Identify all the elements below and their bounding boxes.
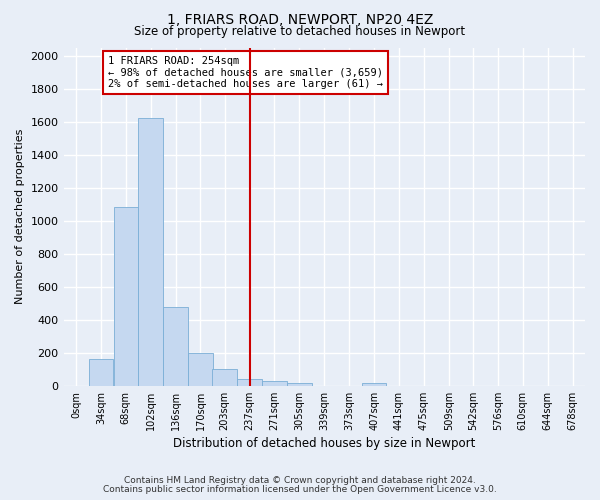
Bar bbox=[163, 306, 188, 386]
Text: Size of property relative to detached houses in Newport: Size of property relative to detached ho… bbox=[134, 25, 466, 38]
X-axis label: Distribution of detached houses by size in Newport: Distribution of detached houses by size … bbox=[173, 437, 475, 450]
Text: Contains HM Land Registry data © Crown copyright and database right 2024.: Contains HM Land Registry data © Crown c… bbox=[124, 476, 476, 485]
Text: Contains public sector information licensed under the Open Government Licence v3: Contains public sector information licen… bbox=[103, 485, 497, 494]
Text: 1 FRIARS ROAD: 254sqm
← 98% of detached houses are smaller (3,659)
2% of semi-de: 1 FRIARS ROAD: 254sqm ← 98% of detached … bbox=[108, 56, 383, 89]
Y-axis label: Number of detached properties: Number of detached properties bbox=[15, 129, 25, 304]
Bar bbox=[238, 378, 262, 386]
Bar bbox=[113, 207, 138, 386]
Bar bbox=[262, 382, 287, 386]
Bar bbox=[89, 359, 113, 386]
Bar bbox=[188, 353, 213, 386]
Bar bbox=[287, 383, 311, 386]
Bar bbox=[212, 369, 237, 386]
Bar bbox=[139, 118, 163, 386]
Bar bbox=[362, 383, 386, 386]
Text: 1, FRIARS ROAD, NEWPORT, NP20 4EZ: 1, FRIARS ROAD, NEWPORT, NP20 4EZ bbox=[167, 12, 433, 26]
